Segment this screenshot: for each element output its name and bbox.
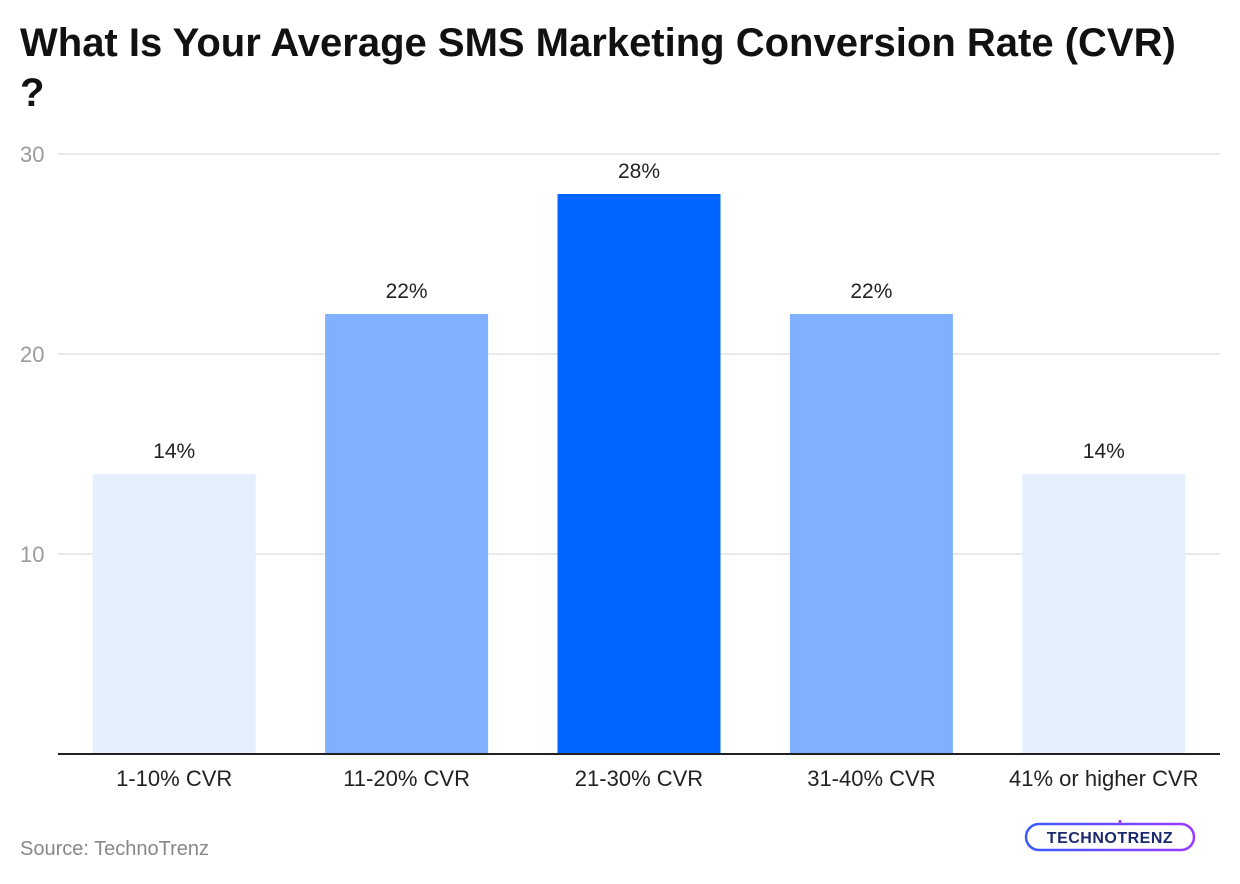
x-tick-label: 1-10% CVR [116, 766, 232, 791]
bar [789, 314, 953, 754]
bar [325, 314, 489, 754]
technotrenz-logo: TECHNOTRENZ [1024, 820, 1196, 852]
y-tick-label: 10 [20, 542, 44, 567]
data-label: 28% [618, 160, 660, 183]
data-label: 22% [386, 280, 428, 303]
x-tick-label: 21-30% CVR [575, 766, 703, 791]
bar [557, 194, 721, 754]
x-tick-label: 41% or higher CVR [1009, 766, 1199, 791]
x-tick-label: 31-40% CVR [807, 766, 935, 791]
data-label: 22% [850, 280, 892, 303]
y-tick-label: 30 [20, 142, 44, 167]
bar [1022, 474, 1186, 754]
x-tick-label: 11-20% CVR [343, 766, 470, 791]
bar [92, 474, 256, 754]
svg-text:TECHNOTRENZ: TECHNOTRENZ [1047, 830, 1173, 847]
chart-title: What Is Your Average SMS Marketing Conve… [20, 21, 1176, 115]
y-tick-label: 20 [20, 342, 44, 367]
data-label: 14% [1083, 440, 1125, 463]
source-note: Source: TechnoTrenz [20, 838, 209, 860]
data-label: 14% [153, 440, 195, 463]
